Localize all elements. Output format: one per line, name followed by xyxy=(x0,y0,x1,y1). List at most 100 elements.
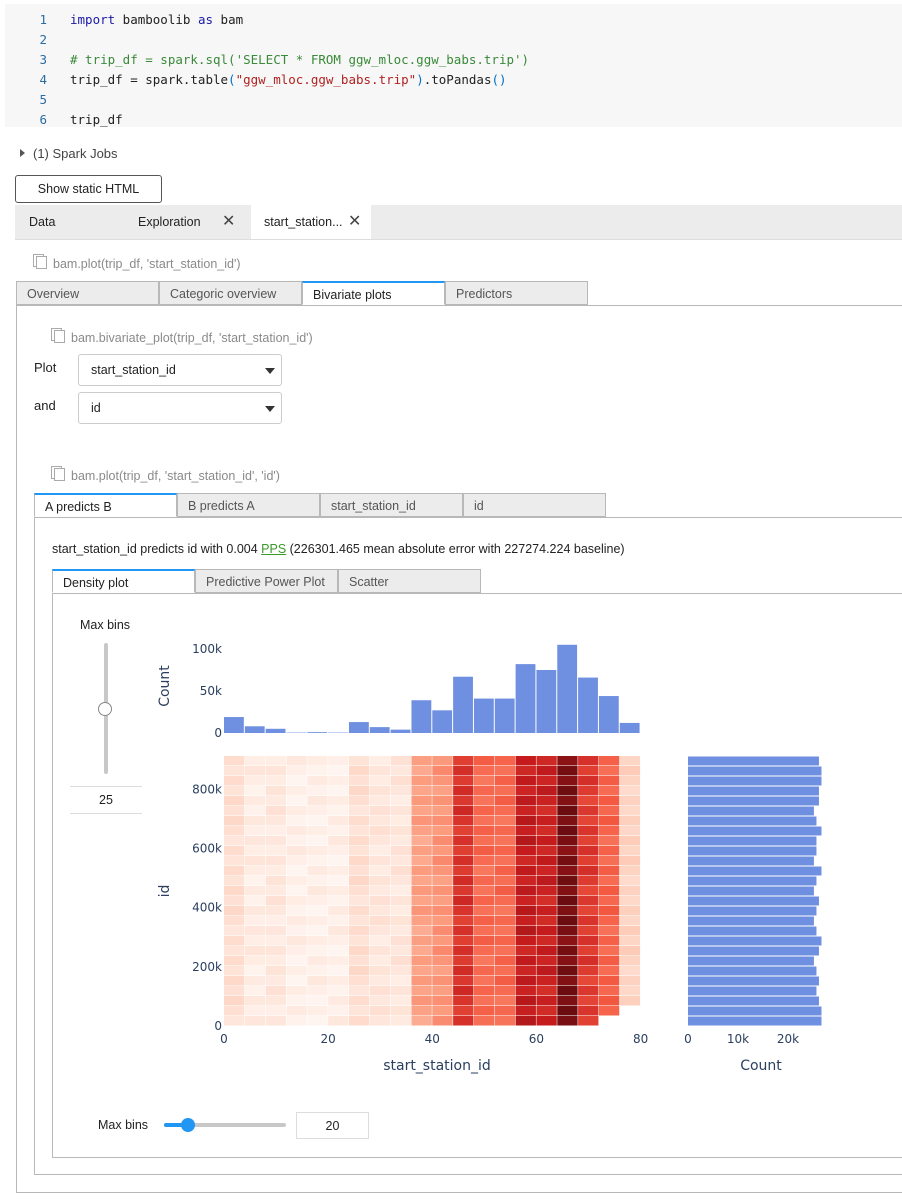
heatmap-cell xyxy=(536,896,557,906)
heatmap-cell xyxy=(369,816,391,826)
heatmap-cell xyxy=(390,816,411,826)
tab-bivariate-plots[interactable]: Bivariate plots xyxy=(302,281,445,305)
heatmap-cell xyxy=(557,786,578,796)
heatmap-cell xyxy=(598,1006,620,1016)
tab-label: Density plot xyxy=(63,576,129,590)
close-icon[interactable]: ✕ xyxy=(222,213,236,230)
heatmap-cell xyxy=(578,796,599,806)
heatmap-cell xyxy=(369,976,391,986)
histogram-bar xyxy=(688,896,819,906)
tick-label: 800k xyxy=(192,782,222,796)
heatmap-cell xyxy=(453,786,474,796)
tab-predictors[interactable]: Predictors xyxy=(445,281,588,305)
heatmap-cell xyxy=(453,976,474,986)
heatmap-cell xyxy=(348,886,370,896)
max-bins-input[interactable]: 20 xyxy=(296,1112,369,1139)
heatmap-cell xyxy=(348,926,370,936)
plot-column-select[interactable]: start_station_id xyxy=(78,354,282,386)
heatmap-cell xyxy=(307,856,328,866)
code-cell[interactable]: 1 import bamboolib as bam 2 3 # trip_df = sp… xyxy=(5,4,902,127)
code-line[interactable]: 6 trip_df xyxy=(5,110,902,130)
heatmap-cell xyxy=(328,896,349,906)
copy-icon[interactable] xyxy=(33,254,47,269)
copy-code-line[interactable]: bam.plot(trip_df, 'start_station_id') xyxy=(33,254,241,271)
heatmap-cell xyxy=(224,836,245,846)
tab-b-predicts-a[interactable]: B predicts A xyxy=(177,493,320,517)
code-line[interactable]: 5 xyxy=(5,90,902,110)
heatmap-cell xyxy=(411,986,432,996)
tab-label: A predicts B xyxy=(45,500,112,514)
heatmap-cell xyxy=(578,976,599,986)
density-plot-svg: 0 50k 100k Count 0 10k 20k Count 0 20 40 60 80 0 200… xyxy=(157,642,822,1074)
tab-predictive-power-plot[interactable]: Predictive Power Plot xyxy=(195,569,338,593)
tab-data[interactable]: Data xyxy=(29,205,129,239)
tab-density-plot[interactable]: Density plot xyxy=(52,569,195,593)
tab-overview[interactable]: Overview xyxy=(16,281,159,305)
heatmap-cell xyxy=(328,776,349,786)
heatmap-cell xyxy=(598,826,620,836)
heatmap-cell xyxy=(224,946,245,956)
heatmap-cell xyxy=(453,926,474,936)
pps-link[interactable]: PPS xyxy=(261,542,287,556)
copy-code-line[interactable]: bam.plot(trip_df, 'start_station_id', 'i… xyxy=(51,466,280,483)
heatmap-cell xyxy=(328,866,349,876)
heatmap-cell xyxy=(432,956,453,966)
max-bins-slider-thumb[interactable] xyxy=(98,701,112,716)
heatmap-cell xyxy=(307,806,328,816)
histogram-bar xyxy=(688,976,819,986)
max-bins-slider-track[interactable] xyxy=(164,1123,286,1127)
heatmap-cell xyxy=(286,886,307,896)
heatmap-cell xyxy=(244,756,266,766)
show-static-html-button[interactable]: Show static HTML xyxy=(15,175,162,203)
heatmap-cell xyxy=(557,876,578,886)
spark-jobs-toggle[interactable]: (1) Spark Jobs xyxy=(20,146,118,161)
heatmap-cell xyxy=(348,766,370,776)
code-line[interactable]: 2 xyxy=(5,30,902,50)
tab-scatter[interactable]: Scatter xyxy=(338,569,481,593)
heatmap-cell xyxy=(453,856,474,866)
heatmap-cell xyxy=(515,766,536,776)
heatmap-cell xyxy=(265,896,286,906)
tab-start-station-id[interactable]: start_station_id xyxy=(320,493,463,517)
histogram-bar xyxy=(536,670,557,733)
tab-categoric-overview[interactable]: Categoric overview xyxy=(159,281,302,305)
code-line[interactable]: 3 # trip_df = spark.sql('SELECT * FROM gg… xyxy=(5,50,902,70)
heatmap-cell xyxy=(244,866,266,876)
code-line[interactable]: 1 import bamboolib as bam xyxy=(5,10,902,30)
heatmap-cell xyxy=(598,996,620,1006)
max-bins-value[interactable]: 25 xyxy=(70,786,142,814)
copy-code-line[interactable]: bam.bivariate_plot(trip_df, 'start_stati… xyxy=(51,328,313,345)
tab-id[interactable]: id xyxy=(463,493,606,517)
tab-a-predicts-b[interactable]: A predicts B xyxy=(34,493,177,517)
code-line[interactable]: 4 trip_df = spark.table("ggw_mloc.ggw_bab… xyxy=(5,70,902,90)
heatmap-cell xyxy=(619,836,641,846)
heatmap-cell xyxy=(578,906,599,916)
copy-icon[interactable] xyxy=(51,466,65,481)
slider-fill xyxy=(164,1123,189,1127)
max-bins-slider-thumb[interactable] xyxy=(181,1118,196,1132)
tab-label: B predicts A xyxy=(188,499,255,513)
heatmap-cell xyxy=(307,936,328,946)
heatmap-cell xyxy=(473,1006,495,1016)
histogram-bar xyxy=(453,676,473,733)
copy-icon[interactable] xyxy=(51,328,65,343)
axis-title: Count xyxy=(157,665,173,707)
heatmap-cell xyxy=(265,906,286,916)
heatmap-cell xyxy=(265,846,286,856)
histogram-bar xyxy=(390,729,411,733)
close-icon[interactable]: ✕ xyxy=(348,213,362,230)
and-column-select[interactable]: id xyxy=(78,392,282,424)
heatmap-cell xyxy=(619,816,641,826)
heatmap-cell xyxy=(307,756,328,766)
heatmap-cell xyxy=(578,986,599,996)
heatmap-cell xyxy=(411,976,432,986)
tab-label: Scatter xyxy=(349,575,389,589)
heatmap-cell xyxy=(432,986,453,996)
heatmap-cell xyxy=(494,836,516,846)
heatmap-cell xyxy=(265,856,286,866)
heatmap-cell xyxy=(432,806,453,816)
axis-title: Count xyxy=(740,1058,782,1074)
tab-exploration[interactable]: Exploration ✕ xyxy=(138,205,258,239)
heatmap-cell xyxy=(536,826,557,836)
tab-start-station[interactable]: start_station... ✕ xyxy=(251,205,371,239)
